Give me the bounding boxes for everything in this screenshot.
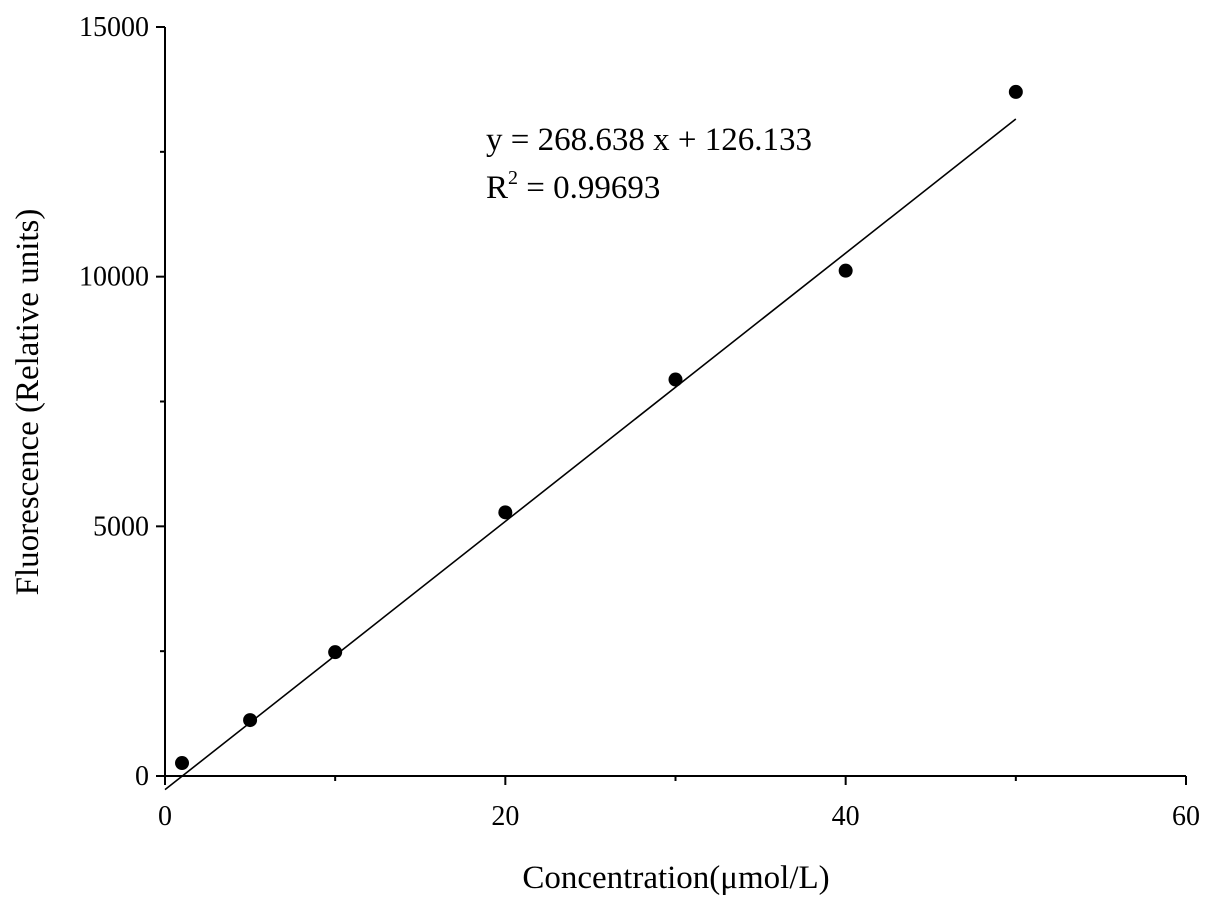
data-point xyxy=(1008,84,1023,99)
r-squared-prefix: R xyxy=(486,170,508,206)
data-point xyxy=(243,713,258,728)
y-tick-label: 0 xyxy=(135,761,149,792)
y-axis-title: Fluorescence (Relative units) xyxy=(10,209,46,596)
x-tick-label: 20 xyxy=(491,801,519,832)
data-point xyxy=(838,263,853,278)
x-axis-title: Concentration(μmol/L) xyxy=(522,860,829,896)
y-tick-label: 15000 xyxy=(79,12,149,43)
x-tick-label: 0 xyxy=(158,801,172,832)
data-points xyxy=(175,84,1023,771)
fit-line xyxy=(164,118,1017,791)
x-tick-label: 60 xyxy=(1172,801,1200,832)
r-squared-value: = 0.99693 xyxy=(518,170,660,206)
ticks: 0 20 40 60 0 5000 10000 15000 xyxy=(79,12,1200,832)
fit-equation: y = 268.638 x + 126.133 xyxy=(486,122,812,158)
fit-line-layer xyxy=(164,118,1017,791)
data-point xyxy=(498,505,513,520)
r-squared-exponent: 2 xyxy=(508,167,518,189)
y-tick-label: 10000 xyxy=(79,262,149,293)
data-point xyxy=(175,756,190,771)
x-tick-label: 40 xyxy=(832,801,860,832)
r-squared: R2 = 0.99693 xyxy=(486,167,660,206)
y-tick-label: 5000 xyxy=(93,511,149,542)
data-point xyxy=(328,645,343,660)
data-point xyxy=(668,372,683,387)
